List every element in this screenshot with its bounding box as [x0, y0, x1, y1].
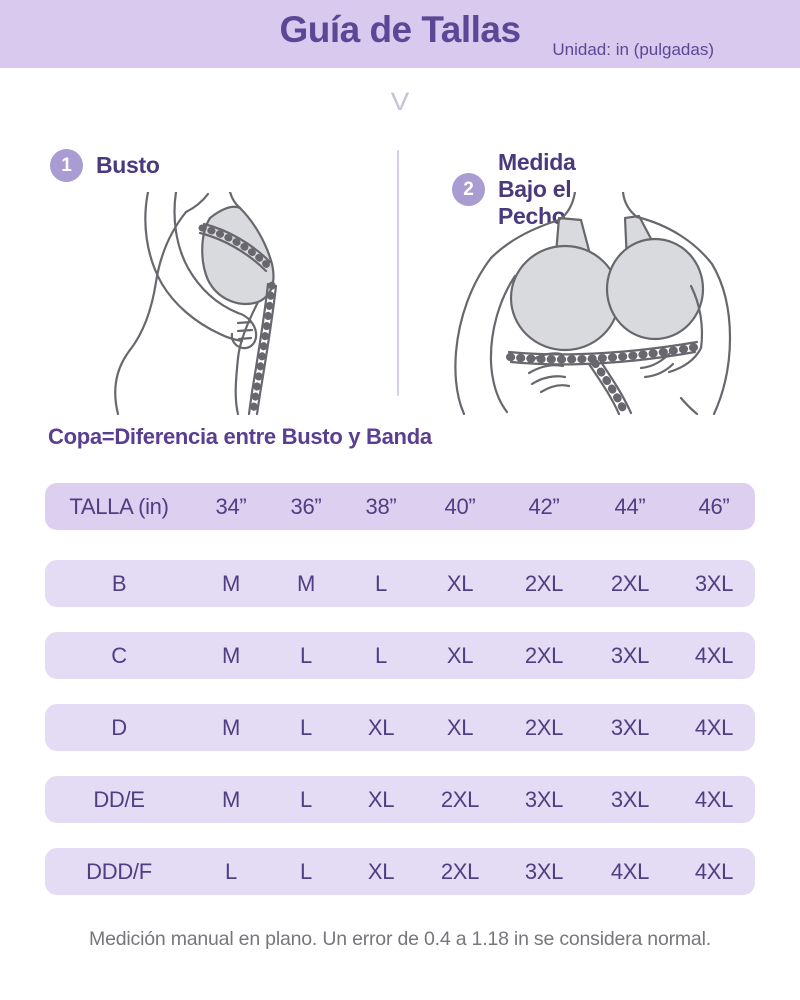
size-value: 3XL [610, 714, 650, 740]
size-value: 4XL [610, 858, 650, 884]
size-value: M [221, 642, 241, 668]
table-row: DDD/F L L XL 2XL 3XL 4XL 4XL [45, 848, 755, 895]
size-value: 2XL [610, 570, 650, 596]
table-row: DD/E M L XL 2XL 3XL 3XL 4XL [45, 776, 755, 823]
size-value: XL [367, 786, 395, 812]
size-value: M [221, 786, 241, 812]
table-row: B M M L XL 2XL 2XL 3XL [45, 560, 755, 607]
bust-measure-illustration [114, 192, 278, 415]
cup-label: B [111, 570, 127, 596]
size-value: L [300, 714, 312, 740]
size-value: L [225, 858, 237, 884]
size-value: XL [446, 714, 474, 740]
column-header: 38” [365, 493, 397, 519]
size-value: 2XL [524, 714, 564, 740]
size-value: 2XL [440, 858, 480, 884]
size-value: L [300, 858, 312, 884]
size-value: XL [367, 714, 395, 740]
page-title: Guía de Tallas [279, 9, 521, 50]
step-label: Busto [96, 152, 160, 178]
step-label: Medida Bajo el Pecho [498, 149, 576, 229]
cup-label: DD/E [93, 786, 145, 812]
table-row: C M L L XL 2XL 3XL 4XL [45, 632, 755, 679]
column-header: 42” [528, 493, 560, 519]
size-value: XL [446, 642, 474, 668]
unit-label: Unidad: in (pulgadas) [552, 40, 714, 59]
size-value: L [375, 570, 387, 596]
size-value: XL [367, 858, 395, 884]
column-header: 44” [614, 493, 646, 519]
column-header: 34” [215, 493, 247, 519]
size-value: 4XL [694, 642, 734, 668]
header-banner: Guía de Tallas Unidad: in (pulgadas) [0, 0, 800, 68]
cup-formula-heading: Copa=Diferencia entre Busto y Banda [48, 424, 432, 449]
size-value: 2XL [440, 786, 480, 812]
vertical-divider [397, 150, 399, 396]
size-value: 3XL [610, 642, 650, 668]
size-table: TALLA (in) 34” 36” 38” 40” 42” 44” 46” B M M L XL 2XL… [45, 483, 755, 920]
size-value: 3XL [524, 858, 564, 884]
size-value: 2XL [524, 570, 564, 596]
underbust-measure-illustration [454, 192, 732, 415]
size-value: L [300, 642, 312, 668]
size-value: XL [446, 570, 474, 596]
column-header: 40” [444, 493, 476, 519]
chevron-down-icon: V [390, 87, 410, 116]
step-number-badge: 2 [452, 173, 485, 206]
measurement-note: Medición manual en plano. Un error de 0.… [89, 928, 711, 950]
step-busto: 1 Busto [50, 149, 160, 182]
column-header: 36” [290, 493, 322, 519]
size-value: 4XL [694, 714, 734, 740]
column-header: TALLA (in) [69, 493, 169, 519]
size-value: 2XL [524, 642, 564, 668]
size-value: M [221, 714, 241, 740]
step-number-badge: 1 [50, 149, 83, 182]
size-value: M [221, 570, 241, 596]
size-value: L [375, 642, 387, 668]
size-value: 4XL [694, 858, 734, 884]
table-row: D M L XL XL 2XL 3XL 4XL [45, 704, 755, 751]
size-value: M [296, 570, 316, 596]
cup-label: C [111, 642, 127, 668]
size-table-header-row: TALLA (in) 34” 36” 38” 40” 42” 44” 46” [45, 483, 755, 530]
size-value: 3XL [694, 570, 734, 596]
size-value: L [300, 786, 312, 812]
size-value: 3XL [610, 786, 650, 812]
size-value: 3XL [524, 786, 564, 812]
cup-label: D [111, 714, 127, 740]
cup-label: DDD/F [86, 858, 152, 884]
size-value: 4XL [694, 786, 734, 812]
column-header: 46” [698, 493, 730, 519]
step-bajo-pecho: 2 Medida Bajo el Pecho [452, 149, 576, 230]
